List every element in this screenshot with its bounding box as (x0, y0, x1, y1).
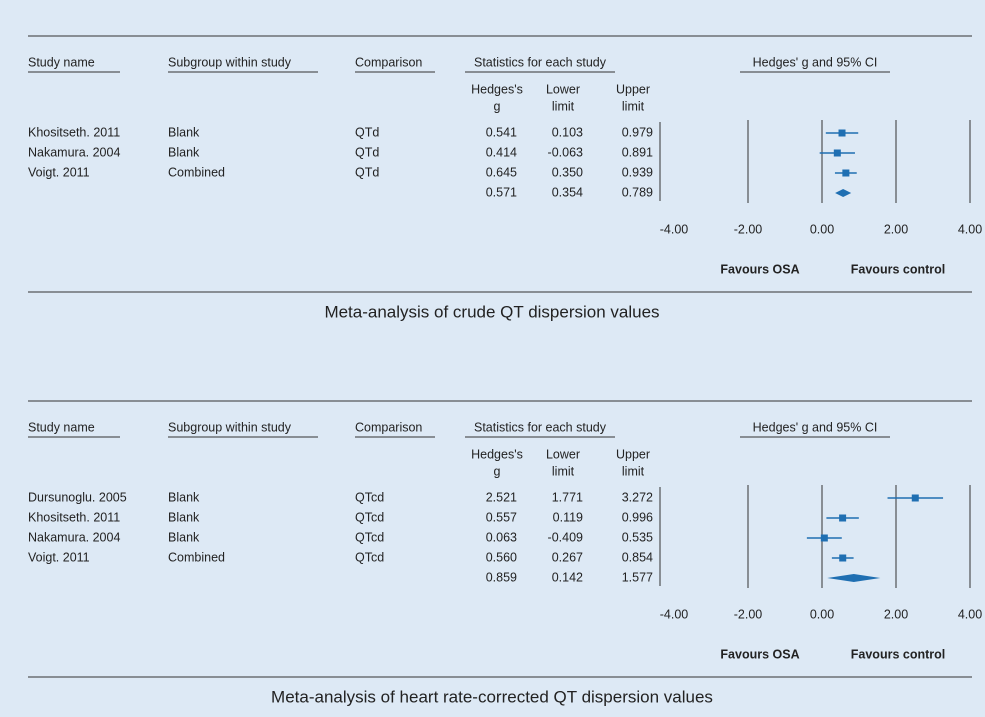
stat-value: 0.063 (486, 530, 517, 544)
point-estimate (839, 514, 847, 522)
stat-header: Lower (546, 447, 580, 461)
stat-value: 2.521 (486, 490, 517, 504)
row-label: Nakamura. 2004 (28, 530, 120, 544)
row-label: Dursunoglu. 2005 (28, 490, 127, 504)
stat-value: 0.854 (622, 550, 653, 564)
stat-header: limit (622, 464, 645, 478)
row-label: Combined (168, 165, 225, 179)
axis-label: Favours OSA (720, 262, 799, 276)
stat-header: limit (622, 99, 645, 113)
x-tick-label: 2.00 (884, 607, 908, 621)
stat-header: Hedges's (471, 447, 523, 461)
stat-value: 0.891 (622, 145, 653, 159)
point-estimate (820, 534, 828, 542)
point-estimate (833, 149, 841, 157)
stat-value: 0.996 (622, 510, 653, 524)
stat-value: 1.771 (552, 490, 583, 504)
stat-header: Upper (616, 82, 650, 96)
x-tick-label: 0.00 (810, 222, 834, 236)
panel-title: Meta-analysis of heart rate-corrected QT… (271, 687, 713, 706)
row-label: QTcd (355, 510, 384, 524)
row-label: Blank (168, 530, 200, 544)
column-header: Study name (28, 420, 95, 434)
stat-header: Hedges's (471, 82, 523, 96)
stat-header: limit (552, 464, 575, 478)
stat-value: 0.859 (486, 570, 517, 584)
row-label: Blank (168, 490, 200, 504)
point-estimate (839, 554, 847, 562)
row-label: QTcd (355, 490, 384, 504)
row-label: QTd (355, 125, 379, 139)
column-header: Statistics for each study (474, 55, 607, 69)
column-header: Comparison (355, 420, 422, 434)
stat-header: limit (552, 99, 575, 113)
stat-value: 0.645 (486, 165, 517, 179)
column-header: Comparison (355, 55, 422, 69)
column-header: Subgroup within study (168, 420, 292, 434)
summary-diamond (827, 574, 881, 582)
row-label: Blank (168, 125, 200, 139)
row-label: Nakamura. 2004 (28, 145, 120, 159)
row-label: Blank (168, 145, 200, 159)
column-header: Hedges' g and 95% CI (753, 55, 878, 69)
stat-header: Lower (546, 82, 580, 96)
point-estimate (838, 129, 846, 137)
stat-value: 0.560 (486, 550, 517, 564)
stat-value: -0.063 (548, 145, 583, 159)
stat-value: 0.103 (552, 125, 583, 139)
x-tick-label: 4.00 (958, 607, 982, 621)
row-label: Blank (168, 510, 200, 524)
stat-header: g (494, 99, 501, 113)
stat-value: 0.354 (552, 185, 583, 199)
axis-label: Favours control (851, 647, 945, 661)
panel-title: Meta-analysis of crude QT dispersion val… (324, 302, 659, 321)
stat-header: Upper (616, 447, 650, 461)
column-header: Subgroup within study (168, 55, 292, 69)
column-header: Hedges' g and 95% CI (753, 420, 878, 434)
x-tick-label: -4.00 (660, 607, 689, 621)
summary-diamond (835, 189, 852, 197)
stat-value: 0.939 (622, 165, 653, 179)
stat-value: 0.119 (553, 510, 583, 524)
row-label: QTcd (355, 530, 384, 544)
point-estimate (911, 494, 919, 502)
stat-value: 0.414 (486, 145, 517, 159)
stat-value: 0.789 (622, 185, 653, 199)
column-header: Study name (28, 55, 95, 69)
stat-value: 0.979 (622, 125, 653, 139)
x-tick-label: 0.00 (810, 607, 834, 621)
x-tick-label: -4.00 (660, 222, 689, 236)
stat-value: 0.557 (486, 510, 517, 524)
x-tick-label: 2.00 (884, 222, 908, 236)
x-tick-label: 4.00 (958, 222, 982, 236)
stat-value: 0.535 (622, 530, 653, 544)
axis-label: Favours OSA (720, 647, 799, 661)
point-estimate (842, 169, 850, 177)
stat-value: -0.409 (548, 530, 583, 544)
stat-value: 0.571 (486, 185, 517, 199)
stat-header: g (494, 464, 501, 478)
row-label: Khositseth. 2011 (28, 510, 120, 524)
stat-value: 0.541 (486, 125, 517, 139)
stat-value: 3.272 (622, 490, 653, 504)
x-tick-label: -2.00 (734, 222, 763, 236)
row-label: Khositseth. 2011 (28, 125, 120, 139)
axis-label: Favours control (851, 262, 945, 276)
row-label: Voigt. 2011 (28, 550, 90, 564)
row-label: Combined (168, 550, 225, 564)
row-label: QTcd (355, 550, 384, 564)
stat-value: 0.267 (552, 550, 583, 564)
column-header: Statistics for each study (474, 420, 607, 434)
stat-value: 0.350 (552, 165, 583, 179)
x-tick-label: -2.00 (734, 607, 763, 621)
row-label: QTd (355, 145, 379, 159)
stat-value: 0.142 (552, 570, 583, 584)
row-label: Voigt. 2011 (28, 165, 90, 179)
row-label: QTd (355, 165, 379, 179)
stat-value: 1.577 (622, 570, 653, 584)
